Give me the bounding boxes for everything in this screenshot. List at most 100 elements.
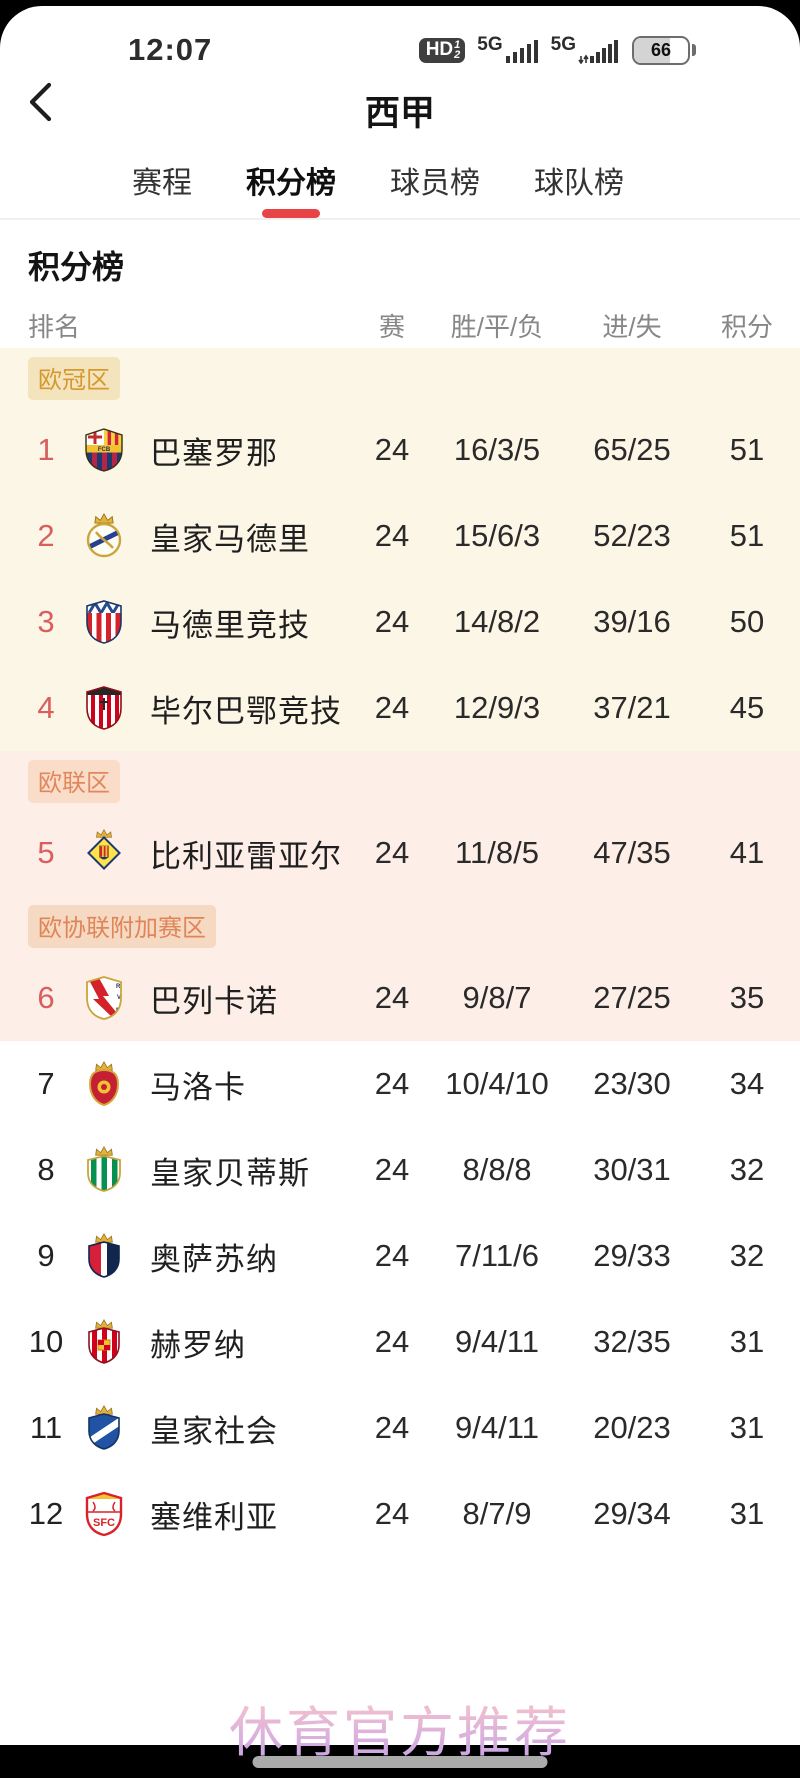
table-row[interactable]: 5 比利亚雷亚尔 24 11/8/5 47/35 41 [0, 810, 800, 896]
points-cell: 31 [729, 1324, 765, 1359]
wdl-cell: 9/8/7 [462, 980, 532, 1015]
table-row[interactable]: 7 马洛卡 24 10/4/10 23/30 34 [0, 1041, 800, 1127]
table-row[interactable]: 13 赫塔菲 24 7/9/8 20/18 30 [0, 1557, 800, 1566]
tab-standings[interactable]: 积分榜 [246, 154, 336, 206]
points-cell: 41 [729, 835, 765, 870]
team-logo-osasuna [72, 1232, 136, 1280]
played-cell: 24 [374, 1324, 410, 1359]
zone-badge: 欧冠区 [28, 357, 120, 400]
wdl-cell: 9/4/11 [455, 1324, 539, 1359]
wdl-cell: 15/6/3 [453, 518, 541, 553]
table-row[interactable]: 11 皇家社会 24 9/4/11 20/23 31 [0, 1385, 800, 1471]
rank-cell: 6 [37, 980, 55, 1015]
team-logo-atletico [72, 598, 136, 646]
goals-cell: 27/25 [593, 980, 671, 1015]
points-cell: 51 [729, 518, 765, 553]
signal-bars-icon [505, 40, 538, 63]
table-row[interactable]: 3 马德里竞技 24 14/8/2 39/16 50 [0, 579, 800, 665]
table-row[interactable]: 12 塞维利亚 24 8/7/9 29/34 31 [0, 1471, 800, 1557]
table-row[interactable]: 6 巴列卡诺 24 9/8/7 27/25 35 [0, 955, 800, 1041]
bottom-nav-bar [0, 1745, 800, 1778]
header-goals: 进/失 [602, 311, 662, 342]
points-cell: 31 [729, 1410, 765, 1445]
goals-cell: 52/23 [593, 518, 671, 553]
table-row[interactable]: 2 皇家马德里 24 15/6/3 52/23 51 [0, 493, 800, 579]
wdl-cell: 14/8/2 [453, 604, 541, 639]
rank-cell: 11 [29, 1410, 63, 1445]
header-wdl: 胜/平/负 [450, 311, 544, 342]
goals-cell: 29/33 [593, 1238, 671, 1273]
section-title: 积分榜 [28, 249, 125, 285]
played-cell: 24 [374, 1496, 410, 1531]
signal-sim1-icon: 5G [477, 35, 538, 64]
goals-cell: 30/31 [593, 1152, 671, 1187]
points-cell: 35 [729, 980, 765, 1015]
goals-cell: 29/34 [593, 1496, 671, 1531]
back-chevron-icon [29, 82, 52, 122]
wdl-cell: 11/8/5 [455, 835, 539, 870]
played-cell: 24 [374, 432, 410, 467]
points-cell: 32 [729, 1152, 765, 1187]
team-logo-sevilla [72, 1490, 136, 1538]
table-row[interactable]: 10 赫罗纳 24 9/4/11 32/35 31 [0, 1299, 800, 1385]
rank-cell: 9 [37, 1238, 55, 1273]
team-name: 赫罗纳 [150, 1327, 246, 1363]
standings-list: 欧冠区 1 巴塞罗那 24 16/3/5 65/25 51 2 皇家马德里 24… [0, 348, 800, 1566]
played-cell: 24 [374, 835, 410, 870]
team-logo-mallorca [72, 1060, 136, 1108]
tab-teams[interactable]: 球队榜 [534, 167, 624, 200]
header-points: 积分 [720, 311, 773, 342]
back-button[interactable] [20, 80, 60, 124]
tab-bar: 赛程 积分榜 球员榜 球队榜 [0, 142, 800, 218]
points-cell: 51 [729, 432, 765, 467]
status-time: 12:07 [128, 32, 213, 67]
goals-cell: 20/23 [593, 1410, 671, 1445]
home-indicator[interactable] [252, 1756, 548, 1768]
wdl-cell: 12/9/3 [453, 690, 541, 725]
played-cell: 24 [374, 1066, 410, 1101]
team-name: 奥萨苏纳 [150, 1241, 278, 1277]
wdl-cell: 8/7/9 [462, 1496, 532, 1531]
tab-players[interactable]: 球员榜 [390, 167, 480, 200]
team-name: 马德里竞技 [150, 607, 310, 643]
team-name: 皇家社会 [150, 1413, 278, 1449]
rank-cell: 7 [37, 1066, 55, 1101]
table-header: 排名 赛 胜/平/负 进/失 积分 [0, 302, 800, 348]
team-logo-villarreal [72, 829, 136, 877]
rank-cell: 2 [37, 518, 55, 553]
wdl-cell: 10/4/10 [445, 1066, 549, 1101]
wdl-cell: 16/3/5 [453, 432, 541, 467]
signal-sim2-icon: 5G [551, 35, 620, 64]
team-logo-betis [72, 1146, 136, 1194]
wdl-cell: 7/11/6 [455, 1238, 539, 1273]
zone-badge: 欧联区 [28, 760, 120, 803]
team-name: 毕尔巴鄂竞技 [150, 693, 342, 729]
tab-schedule[interactable]: 赛程 [132, 167, 192, 200]
goals-cell: 23/30 [593, 1066, 671, 1101]
team-name: 比利亚雷亚尔 [150, 838, 342, 874]
points-cell: 31 [729, 1496, 765, 1531]
table-row[interactable]: 8 皇家贝蒂斯 24 8/8/8 30/31 32 [0, 1127, 800, 1213]
rank-cell: 4 [37, 690, 55, 725]
page-title: 西甲 [364, 93, 435, 133]
played-cell: 24 [374, 690, 410, 725]
team-logo-realsociedad [72, 1404, 136, 1452]
header-rank: 排名 [28, 311, 81, 342]
rank-cell: 10 [28, 1324, 64, 1359]
team-name: 巴塞罗那 [150, 435, 278, 471]
played-cell: 24 [374, 604, 410, 639]
table-row[interactable]: 9 奥萨苏纳 24 7/11/6 29/33 32 [0, 1213, 800, 1299]
team-name: 皇家贝蒂斯 [150, 1155, 310, 1191]
played-cell: 24 [374, 1152, 410, 1187]
points-cell: 34 [729, 1066, 765, 1101]
team-logo-rayo [72, 974, 136, 1022]
battery-percent: 66 [650, 39, 672, 60]
played-cell: 24 [374, 1238, 410, 1273]
table-row[interactable]: 1 巴塞罗那 24 16/3/5 65/25 51 [0, 407, 800, 493]
table-row[interactable]: 4 毕尔巴鄂竞技 24 12/9/3 37/21 45 [0, 665, 800, 751]
goals-cell: 39/16 [593, 604, 671, 639]
